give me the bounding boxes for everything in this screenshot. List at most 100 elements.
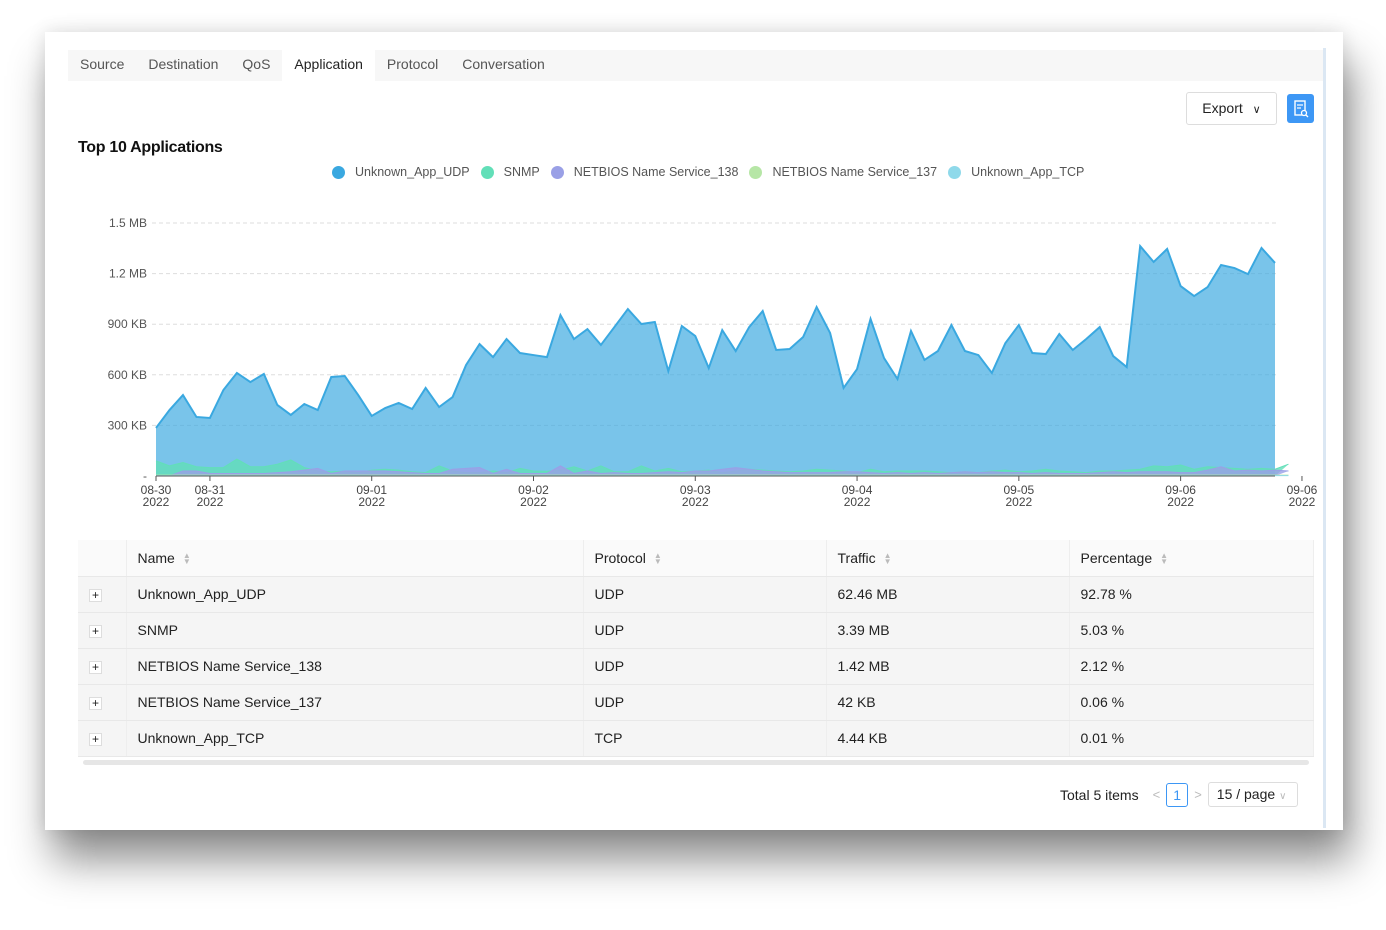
column-header-percentage[interactable]: Percentage ▲ ▼ (1069, 540, 1314, 577)
y-tick-label: 600 KB (108, 368, 147, 382)
x-tick-year: 2022 (358, 495, 385, 509)
tab-bar: Source Destination QoS Application Proto… (68, 50, 1323, 81)
cell-name: Unknown_App_UDP (126, 576, 584, 613)
horizontal-scrollbar[interactable] (83, 760, 1309, 765)
x-tick-date: 09-03 (680, 483, 711, 497)
page-1-button[interactable]: 1 (1166, 782, 1189, 807)
x-tick-year: 2022 (143, 495, 170, 509)
line-netbios-name-service_138 (156, 465, 1289, 477)
tab-source[interactable]: Source (80, 56, 125, 72)
cell-percentage: 2.12 % (1069, 648, 1314, 685)
column-header-name[interactable]: Name ▲ ▼ (126, 540, 584, 577)
cell-percentage: 5.03 % (1069, 612, 1314, 649)
sort-icon[interactable]: ▲ ▼ (182, 551, 191, 567)
table-row[interactable]: + Unknown_App_TCP TCP 4.44 KB 0.01 % (78, 720, 1314, 757)
report-search-icon (1293, 99, 1308, 117)
table-row[interactable]: + Unknown_App_UDP UDP 62.46 MB 92.78 % (78, 576, 1314, 613)
cell-traffic: 62.46 MB (826, 576, 1070, 613)
y-tick-label: - (143, 469, 147, 483)
x-tick-date: 09-04 (842, 483, 873, 497)
x-tick-year: 2022 (1289, 495, 1316, 509)
scrollbar-track[interactable] (1323, 48, 1326, 828)
cell-protocol: UDP (583, 576, 827, 613)
page-size-select[interactable]: 15 / page ∨ (1207, 782, 1298, 807)
cell-protocol: UDP (583, 612, 827, 649)
cell-name: NETBIOS Name Service_137 (126, 684, 584, 721)
export-label: Export (1202, 100, 1243, 116)
expand-row-icon[interactable]: + (89, 661, 102, 674)
cell-percentage: 92.78 % (1069, 576, 1314, 613)
x-tick-year: 2022 (197, 495, 224, 509)
line-unknown_app_udp (155, 243, 1276, 429)
sort-icon[interactable]: ▲ ▼ (883, 551, 892, 567)
tab-destination[interactable]: Destination (148, 56, 219, 72)
legend-dot-icon (948, 165, 962, 179)
tab-qos[interactable]: QoS (242, 56, 271, 72)
cell-name: SNMP (126, 612, 584, 649)
legend-dot-icon (332, 165, 345, 179)
chevron-down-icon: ∨ (1252, 104, 1261, 116)
x-tick-year: 2022 (520, 495, 547, 509)
sort-icon[interactable]: ▲ ▼ (1160, 551, 1169, 567)
total-items: Total 5 items (1060, 786, 1139, 803)
x-tick-date: 09-06 (1287, 483, 1318, 497)
chevron-down-icon: ∨ (1279, 791, 1287, 802)
chart-title: Top 10 Applications (78, 139, 223, 156)
table-row[interactable]: + NETBIOS Name Service_138 UDP 1.42 MB 2.12 … (78, 648, 1314, 685)
applications-table: Name ▲ ▼ Protocol ▲ ▼ Traffic ▲ ▼ Percentage ▲ ▼… (78, 540, 1314, 757)
x-tick-date: 09-01 (356, 483, 387, 497)
legend-item[interactable]: NETBIOS Name Service_137 (749, 165, 937, 179)
sort-icon[interactable]: ▲ ▼ (653, 551, 662, 567)
x-tick-date: 08-31 (195, 483, 226, 497)
y-tick-label: 900 KB (108, 317, 147, 331)
x-tick-year: 2022 (844, 495, 871, 509)
x-tick-date: 09-02 (518, 483, 549, 497)
legend-dot-icon (550, 165, 564, 179)
cell-protocol: UDP (583, 648, 827, 685)
expand-row-icon[interactable]: + (89, 733, 102, 746)
legend-item[interactable]: NETBIOS Name Service_138 (550, 165, 738, 179)
legend-item[interactable]: Unknown_App_UDP (332, 165, 470, 179)
area-unknown_app_udp (156, 246, 1275, 476)
pagination: Total 5 items < 1 > 15 / page ∨ (1060, 782, 1298, 807)
cell-traffic: 4.44 KB (826, 720, 1070, 757)
legend-dot-icon (749, 165, 763, 179)
table-row[interactable]: + SNMP UDP 3.39 MB 5.03 % (78, 612, 1314, 649)
expand-column-header (78, 540, 127, 577)
x-tick-year: 2022 (1167, 495, 1194, 509)
tab-protocol[interactable]: Protocol (386, 56, 439, 72)
legend-dot-icon (480, 165, 494, 179)
legend-item[interactable]: SNMP (480, 165, 540, 179)
cell-traffic: 1.42 MB (826, 648, 1070, 685)
prev-page-icon[interactable]: < (1152, 787, 1161, 802)
cell-traffic: 42 KB (826, 684, 1070, 721)
export-button[interactable]: Export ∨ (1186, 92, 1277, 125)
cell-name: NETBIOS Name Service_138 (126, 648, 584, 685)
expand-row-icon[interactable]: + (89, 697, 102, 710)
cell-protocol: TCP (583, 720, 827, 757)
expand-row-icon[interactable]: + (89, 589, 102, 602)
x-tick-year: 2022 (1005, 495, 1032, 509)
tab-application[interactable]: Application (282, 50, 375, 81)
column-header-protocol[interactable]: Protocol ▲ ▼ (583, 540, 827, 577)
legend-item[interactable]: Unknown_App_TCP (948, 165, 1084, 179)
cell-traffic: 3.39 MB (826, 612, 1070, 649)
column-header-traffic[interactable]: Traffic ▲ ▼ (826, 540, 1070, 577)
tab-conversation[interactable]: Conversation (462, 56, 545, 72)
cell-name: Unknown_App_TCP (126, 720, 584, 757)
x-tick-date: 08-30 (141, 483, 172, 497)
x-tick-date: 09-06 (1165, 483, 1196, 497)
next-page-icon[interactable]: > (1194, 787, 1202, 802)
table-row[interactable]: + NETBIOS Name Service_137 UDP 42 KB 0.06 % (78, 684, 1314, 721)
y-tick-label: 1.5 MB (109, 216, 147, 230)
y-tick-label: 1.2 MB (109, 267, 147, 281)
expand-row-icon[interactable]: + (89, 625, 102, 638)
x-tick-year: 2022 (682, 495, 709, 509)
cell-percentage: 0.06 % (1069, 684, 1314, 721)
area-snmp (156, 459, 1289, 476)
report-search-button[interactable] (1287, 94, 1314, 123)
cell-percentage: 0.01 % (1069, 720, 1314, 757)
cell-protocol: UDP (583, 684, 827, 721)
chart-legend: Unknown_App_UDP SNMP NETBIOS Name Service_… (332, 165, 1095, 179)
